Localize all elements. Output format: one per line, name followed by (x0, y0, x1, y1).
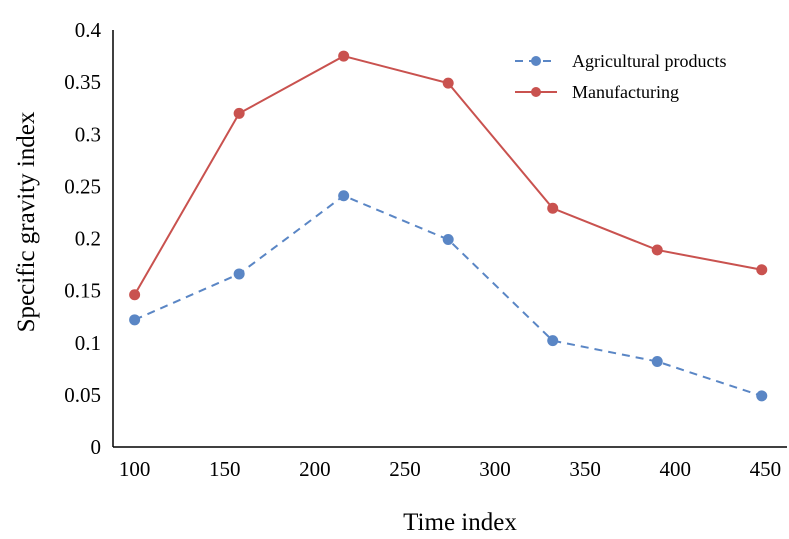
data-point (651, 356, 663, 368)
data-point (442, 234, 454, 246)
data-point (129, 289, 141, 301)
axes (112, 30, 787, 448)
data-point (547, 202, 559, 214)
data-point (233, 268, 245, 280)
x-tick-label: 100 (119, 457, 151, 481)
y-tick-label: 0.3 (75, 122, 101, 146)
x-tick-label: 250 (389, 457, 421, 481)
y-tick-labels: 0 0.05 0.1 0.15 0.2 0.25 0.3 0.35 0.4 (64, 18, 101, 459)
x-tick-label: 150 (209, 457, 241, 481)
data-point (129, 314, 141, 326)
x-axis-title: Time index (403, 509, 517, 534)
legend-marker (531, 56, 541, 66)
x-tick-label: 450 (750, 457, 782, 481)
data-point (338, 50, 350, 62)
legend-item: Agricultural products (515, 51, 726, 71)
data-point (338, 190, 350, 202)
legend-label: Manufacturing (572, 82, 679, 102)
y-tick-label: 0.4 (75, 18, 102, 42)
series-agricultural-products (129, 190, 768, 402)
series-manufacturing (129, 50, 768, 301)
data-point (442, 77, 454, 89)
y-tick-label: 0.25 (64, 174, 101, 198)
data-point (547, 335, 559, 347)
y-tick-label: 0 (91, 435, 102, 459)
x-tick-label: 300 (479, 457, 511, 481)
legend: Agricultural products Manufacturing (515, 51, 726, 102)
y-tick-label: 0.35 (64, 70, 101, 94)
series-group (129, 50, 768, 402)
y-tick-label: 0.15 (64, 279, 101, 303)
x-tick-label: 200 (299, 457, 331, 481)
legend-marker (531, 87, 541, 97)
y-tick-label: 0.05 (64, 383, 101, 407)
y-tick-label: 0.1 (75, 331, 101, 355)
data-point (651, 244, 663, 256)
data-point (756, 264, 768, 276)
data-point (233, 107, 245, 119)
y-tick-label: 0.2 (75, 227, 101, 251)
x-tick-labels: 100 150 200 250 300 350 400 450 (119, 457, 781, 481)
y-axis-title: Specific gravity index (13, 111, 40, 332)
legend-item: Manufacturing (515, 82, 679, 102)
data-point (756, 390, 768, 402)
series-line-agricultural-products (134, 194, 763, 397)
x-tick-label: 400 (660, 457, 692, 481)
legend-label: Agricultural products (572, 51, 726, 71)
x-tick-label: 350 (569, 457, 601, 481)
